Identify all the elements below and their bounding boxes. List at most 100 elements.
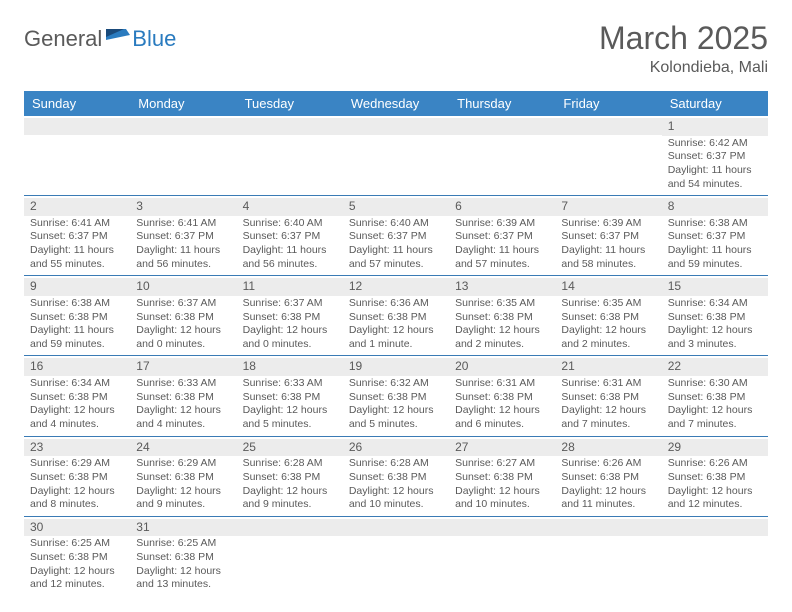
calendar-cell: 24Sunrise: 6:29 AMSunset: 6:38 PMDayligh… <box>130 436 236 516</box>
calendar-cell: 3Sunrise: 6:41 AMSunset: 6:37 PMDaylight… <box>130 196 236 276</box>
sunrise-text: Sunrise: 6:41 AM <box>136 217 230 231</box>
calendar-cell: 4Sunrise: 6:40 AMSunset: 6:37 PMDaylight… <box>237 196 343 276</box>
calendar-cell <box>130 116 236 196</box>
sunset-text: Sunset: 6:37 PM <box>668 150 762 164</box>
day-number <box>343 118 449 135</box>
calendar-cell: 10Sunrise: 6:37 AMSunset: 6:38 PMDayligh… <box>130 276 236 356</box>
day-number: 6 <box>449 198 555 216</box>
sunset-text: Sunset: 6:38 PM <box>30 311 124 325</box>
day-header: Monday <box>130 91 236 116</box>
calendar-cell <box>662 516 768 596</box>
sunset-text: Sunset: 6:38 PM <box>668 311 762 325</box>
day-number: 12 <box>343 278 449 296</box>
calendar-table: Sunday Monday Tuesday Wednesday Thursday… <box>24 91 768 596</box>
day-number: 10 <box>130 278 236 296</box>
daylight-text: Daylight: 12 hours and 6 minutes. <box>455 404 549 431</box>
day-number: 14 <box>555 278 661 296</box>
sunrise-text: Sunrise: 6:37 AM <box>243 297 337 311</box>
sunset-text: Sunset: 6:38 PM <box>136 311 230 325</box>
day-number <box>662 519 768 536</box>
day-number: 13 <box>449 278 555 296</box>
daylight-text: Daylight: 12 hours and 12 minutes. <box>668 485 762 512</box>
sunset-text: Sunset: 6:38 PM <box>243 391 337 405</box>
daylight-text: Daylight: 12 hours and 5 minutes. <box>349 404 443 431</box>
daylight-text: Daylight: 11 hours and 59 minutes. <box>30 324 124 351</box>
sunset-text: Sunset: 6:37 PM <box>668 230 762 244</box>
sunrise-text: Sunrise: 6:38 AM <box>668 217 762 231</box>
calendar-cell: 21Sunrise: 6:31 AMSunset: 6:38 PMDayligh… <box>555 356 661 436</box>
sunset-text: Sunset: 6:38 PM <box>136 551 230 565</box>
sunrise-text: Sunrise: 6:40 AM <box>349 217 443 231</box>
calendar-cell: 1Sunrise: 6:42 AMSunset: 6:37 PMDaylight… <box>662 116 768 196</box>
day-number: 2 <box>24 198 130 216</box>
calendar-cell <box>24 116 130 196</box>
calendar-cell: 20Sunrise: 6:31 AMSunset: 6:38 PMDayligh… <box>449 356 555 436</box>
daylight-text: Daylight: 12 hours and 0 minutes. <box>136 324 230 351</box>
calendar-cell <box>343 116 449 196</box>
daylight-text: Daylight: 12 hours and 1 minute. <box>349 324 443 351</box>
sunset-text: Sunset: 6:38 PM <box>136 391 230 405</box>
location-label: Kolondieba, Mali <box>599 59 768 77</box>
sunset-text: Sunset: 6:37 PM <box>30 230 124 244</box>
daylight-text: Daylight: 12 hours and 7 minutes. <box>668 404 762 431</box>
day-header: Friday <box>555 91 661 116</box>
day-number: 25 <box>237 439 343 457</box>
day-number: 31 <box>130 519 236 537</box>
sunrise-text: Sunrise: 6:33 AM <box>136 377 230 391</box>
calendar-cell <box>237 116 343 196</box>
day-number <box>555 118 661 135</box>
calendar-cell: 28Sunrise: 6:26 AMSunset: 6:38 PMDayligh… <box>555 436 661 516</box>
day-number <box>237 118 343 135</box>
daylight-text: Daylight: 12 hours and 3 minutes. <box>668 324 762 351</box>
sunset-text: Sunset: 6:38 PM <box>561 311 655 325</box>
daylight-text: Daylight: 12 hours and 8 minutes. <box>30 485 124 512</box>
sunrise-text: Sunrise: 6:25 AM <box>30 537 124 551</box>
day-number: 7 <box>555 198 661 216</box>
sunrise-text: Sunrise: 6:27 AM <box>455 457 549 471</box>
calendar-cell: 30Sunrise: 6:25 AMSunset: 6:38 PMDayligh… <box>24 516 130 596</box>
day-number: 30 <box>24 519 130 537</box>
sunset-text: Sunset: 6:38 PM <box>668 391 762 405</box>
sunrise-text: Sunrise: 6:29 AM <box>30 457 124 471</box>
sunrise-text: Sunrise: 6:38 AM <box>30 297 124 311</box>
sunrise-text: Sunrise: 6:41 AM <box>30 217 124 231</box>
sunrise-text: Sunrise: 6:40 AM <box>243 217 337 231</box>
calendar-cell: 8Sunrise: 6:38 AMSunset: 6:37 PMDaylight… <box>662 196 768 276</box>
sunset-text: Sunset: 6:37 PM <box>455 230 549 244</box>
sunrise-text: Sunrise: 6:39 AM <box>561 217 655 231</box>
day-number <box>24 118 130 135</box>
calendar-cell: 14Sunrise: 6:35 AMSunset: 6:38 PMDayligh… <box>555 276 661 356</box>
sunrise-text: Sunrise: 6:34 AM <box>30 377 124 391</box>
day-number <box>555 519 661 536</box>
month-title: March 2025 <box>599 20 768 57</box>
day-number: 9 <box>24 278 130 296</box>
day-number: 11 <box>237 278 343 296</box>
daylight-text: Daylight: 12 hours and 10 minutes. <box>455 485 549 512</box>
day-number: 19 <box>343 358 449 376</box>
sunset-text: Sunset: 6:38 PM <box>30 471 124 485</box>
daylight-text: Daylight: 12 hours and 0 minutes. <box>243 324 337 351</box>
day-header: Thursday <box>449 91 555 116</box>
calendar-cell: 26Sunrise: 6:28 AMSunset: 6:38 PMDayligh… <box>343 436 449 516</box>
day-number: 1 <box>662 118 768 136</box>
sunrise-text: Sunrise: 6:26 AM <box>668 457 762 471</box>
day-header: Tuesday <box>237 91 343 116</box>
day-number <box>449 519 555 536</box>
daylight-text: Daylight: 12 hours and 2 minutes. <box>455 324 549 351</box>
daylight-text: Daylight: 12 hours and 10 minutes. <box>349 485 443 512</box>
daylight-text: Daylight: 11 hours and 57 minutes. <box>349 244 443 271</box>
calendar-cell: 15Sunrise: 6:34 AMSunset: 6:38 PMDayligh… <box>662 276 768 356</box>
sunrise-text: Sunrise: 6:35 AM <box>455 297 549 311</box>
calendar-cell: 6Sunrise: 6:39 AMSunset: 6:37 PMDaylight… <box>449 196 555 276</box>
day-number: 5 <box>343 198 449 216</box>
calendar-cell: 27Sunrise: 6:27 AMSunset: 6:38 PMDayligh… <box>449 436 555 516</box>
daylight-text: Daylight: 12 hours and 12 minutes. <box>30 565 124 592</box>
daylight-text: Daylight: 12 hours and 9 minutes. <box>136 485 230 512</box>
calendar-cell: 11Sunrise: 6:37 AMSunset: 6:38 PMDayligh… <box>237 276 343 356</box>
sunset-text: Sunset: 6:38 PM <box>349 311 443 325</box>
sunset-text: Sunset: 6:38 PM <box>455 471 549 485</box>
calendar-cell: 9Sunrise: 6:38 AMSunset: 6:38 PMDaylight… <box>24 276 130 356</box>
calendar-cell: 2Sunrise: 6:41 AMSunset: 6:37 PMDaylight… <box>24 196 130 276</box>
logo-flag-icon <box>106 26 130 49</box>
sunrise-text: Sunrise: 6:31 AM <box>455 377 549 391</box>
